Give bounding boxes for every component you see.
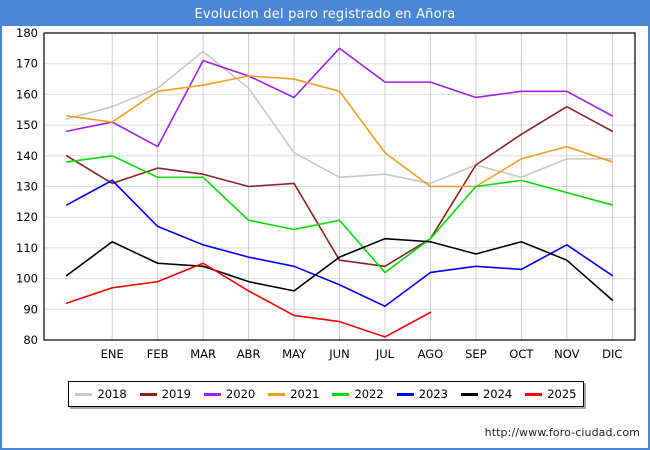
svg-text:150: 150 [16,118,38,132]
svg-text:130: 130 [16,180,38,194]
series-line-2020 [65,47,614,148]
legend-label: 2020 [225,387,256,401]
svg-text:140: 140 [16,149,38,163]
legend-swatch-icon [75,392,93,396]
legend-entry-2024[interactable]: 2024 [460,387,513,401]
svg-text:110: 110 [16,241,38,255]
legend-swatch-icon [460,392,478,396]
svg-text:160: 160 [16,87,38,101]
plot-frame [43,32,636,341]
svg-text:JUL: JUL [375,347,395,361]
legend-swatch-icon [396,392,414,396]
svg-text:OCT: OCT [509,347,534,361]
y-axis-tick-labels: 80 90 100 110 120 130 140 150 160 170 180 [16,26,38,347]
svg-text:DIC: DIC [602,347,622,361]
svg-text:NOV: NOV [554,347,579,361]
svg-text:AGO: AGO [418,347,444,361]
legend-label: 2022 [354,387,384,401]
legend-entry-2019[interactable]: 2019 [139,387,192,401]
svg-text:180: 180 [16,26,38,40]
svg-text:MAR: MAR [190,347,216,361]
svg-text:JUN: JUN [328,347,349,361]
svg-text:MAY: MAY [282,347,307,361]
series-line-2019 [65,105,614,268]
window-title-bar: Evolucion del paro registrado en Añora [2,2,648,26]
legend-entry-2022[interactable]: 2022 [332,387,384,401]
data-series-group [65,47,614,338]
svg-text:ENE: ENE [101,347,124,361]
svg-text:120: 120 [16,210,38,224]
legend-swatch-icon [203,392,221,396]
series-line-2024 [65,237,614,301]
x-axis-tick-labels: ENE FEB MAR ABR MAY JUN JUL AGO SEP OCT NOV DIC [101,347,623,361]
legend-swatch-icon [332,392,350,396]
chart-legend: 2018 2019 2020 2021 2022 2023 2024 2025 [68,381,584,407]
series-line-2018 [65,50,614,185]
line-chart: 80 90 100 110 120 130 140 150 160 170 180 ENE FEB MA… [16,26,636,361]
legend-swatch-icon [139,392,157,396]
legend-label: 2025 [547,387,577,401]
legend-label: 2021 [290,387,320,401]
legend-entry-2025[interactable]: 2025 [525,387,577,401]
legend-entry-2023[interactable]: 2023 [396,387,449,401]
series-line-2025 [65,262,432,338]
legend-label: 2019 [161,387,192,401]
legend-entry-2021[interactable]: 2021 [268,387,320,401]
legend-label: 2023 [418,387,449,401]
legend-swatch-icon [525,392,543,396]
svg-text:100: 100 [16,272,38,286]
page-title: Evolucion del paro registrado en Añora [194,6,456,22]
svg-text:SEP: SEP [465,347,487,361]
legend-label: 2024 [482,387,513,401]
chart-plot-container: 80 90 100 110 120 130 140 150 160 170 180 ENE FEB MA… [2,26,648,372]
legend-entry-2020[interactable]: 2020 [203,387,256,401]
svg-text:170: 170 [16,57,38,71]
series-line-2022 [65,155,614,274]
series-line-2021 [65,75,614,188]
legend-label: 2018 [97,387,127,401]
svg-text:90: 90 [23,302,38,316]
series-line-2023 [65,179,614,308]
svg-text:FEB: FEB [147,347,169,361]
svg-text:ABR: ABR [237,347,261,361]
svg-text:80: 80 [23,333,38,347]
legend-swatch-icon [268,392,286,396]
source-url: http://www.foro-ciudad.com [484,426,640,439]
legend-entry-2018[interactable]: 2018 [75,387,127,401]
